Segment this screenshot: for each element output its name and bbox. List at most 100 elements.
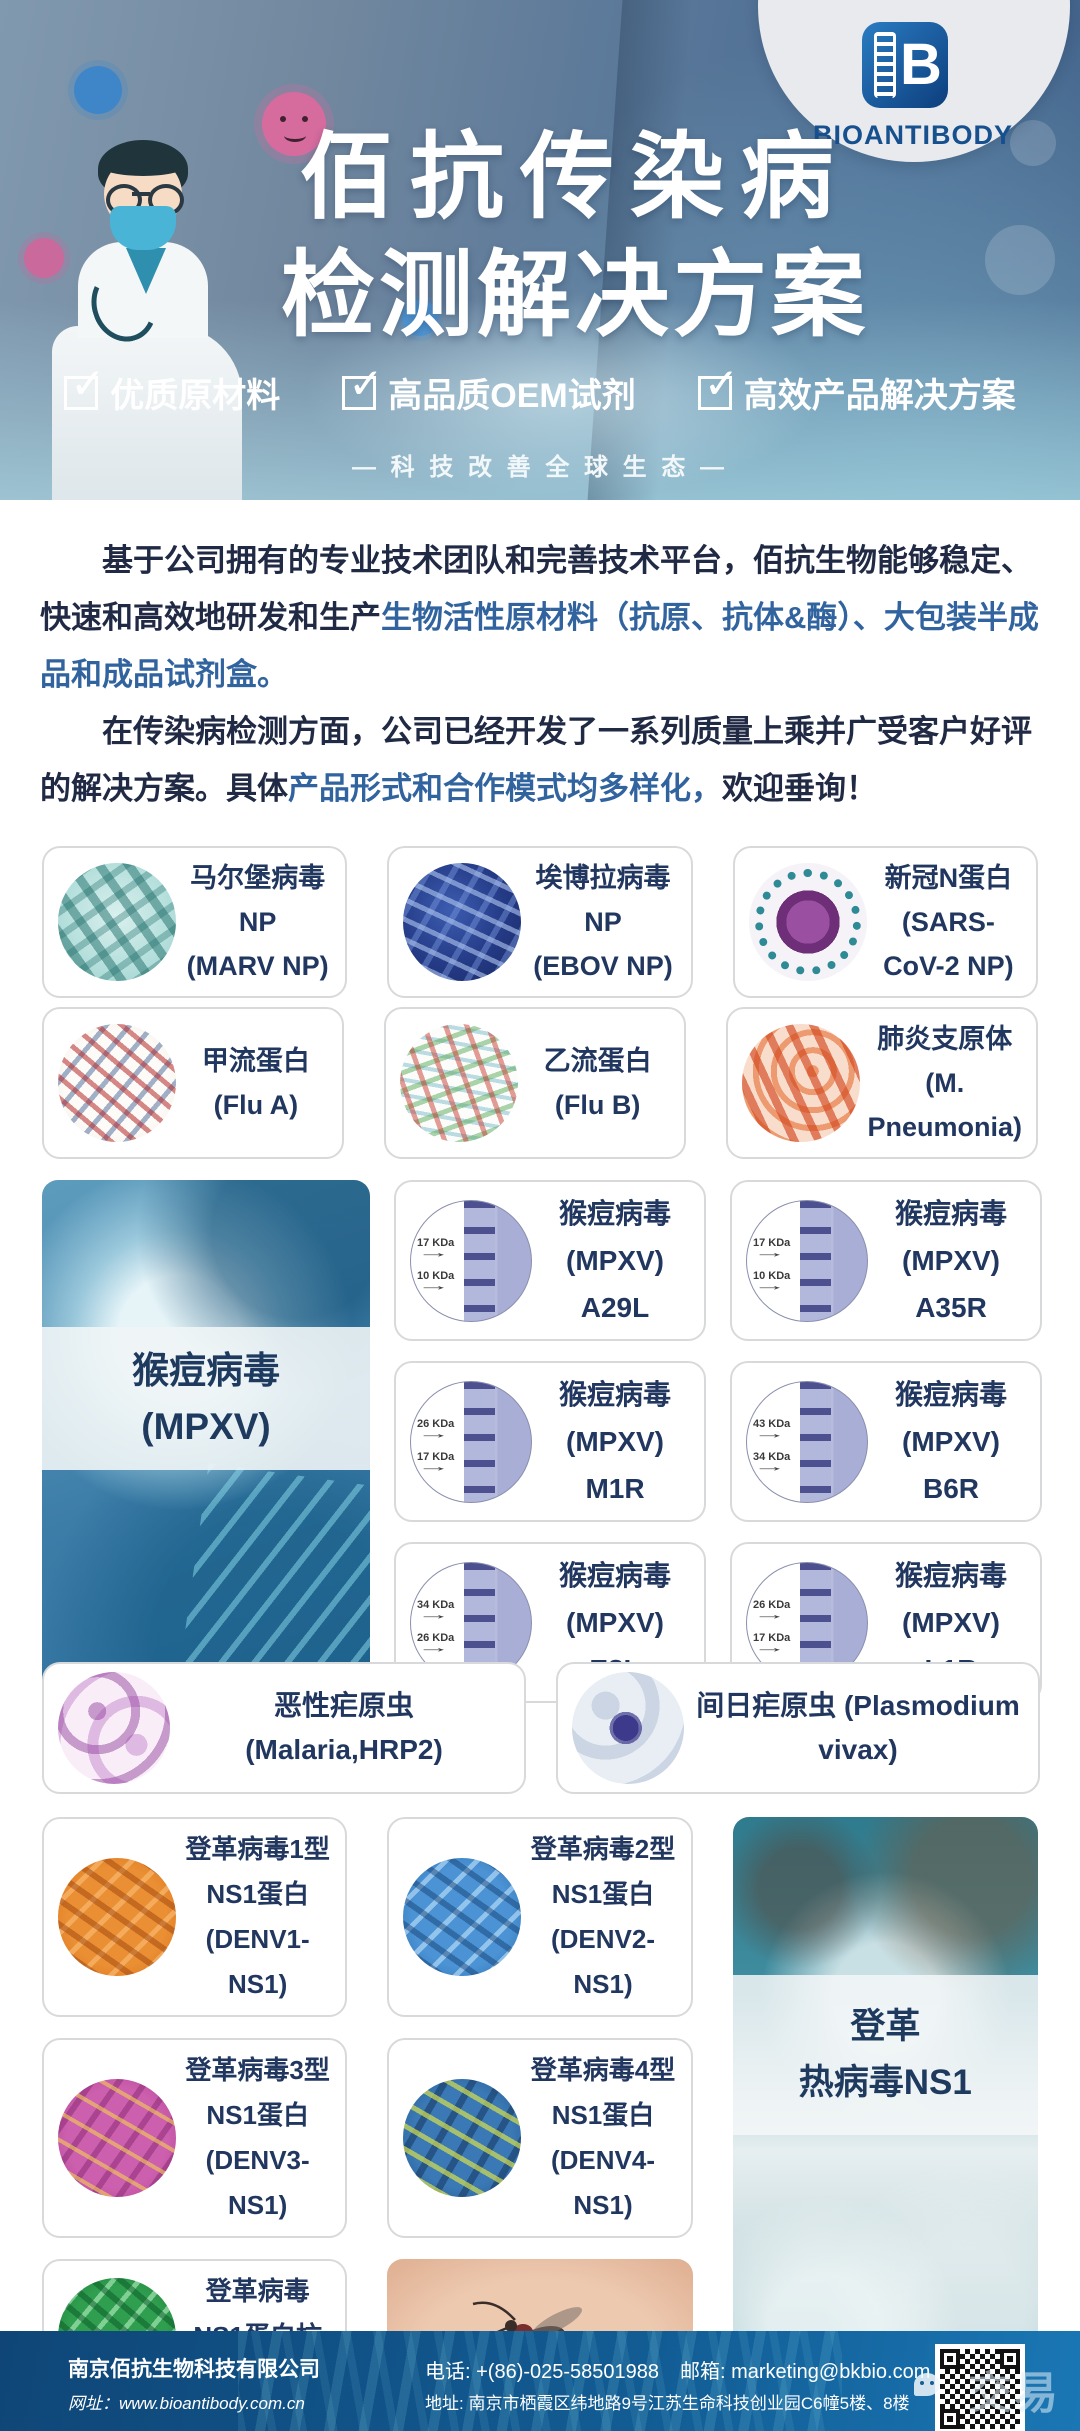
denv2-texture-image: [403, 1858, 522, 1976]
flu-b-protein-image: [399, 1024, 518, 1142]
mpxv-section: 猴痘病毒 (MPXV) 17 KDa → 10 KDa → 猴痘病毒 (MPXV) …: [42, 1180, 1042, 1703]
arrow-right-icon: →: [753, 1425, 787, 1441]
kda-marker: 17 KDa: [753, 1236, 791, 1249]
malaria-blood-smear-image: [58, 1672, 170, 1784]
page-title: 佰抗传染病 检测解决方案: [225, 118, 925, 354]
product-title: 猴痘病毒 (MPXV): [558, 1379, 671, 1457]
virus-doodle-icon: [24, 238, 64, 278]
ebov-virus-image: [403, 863, 522, 981]
feature-label: 高效产品解决方案: [743, 377, 1016, 415]
dna-strand-icon: [874, 32, 896, 98]
kda-marker: 26 KDa: [417, 1632, 455, 1645]
kda-marker: 26 KDa: [417, 1417, 455, 1430]
footer: 南京佰抗生物科技有限公司 网址：www.bioantibody.com.cn 电…: [0, 2331, 1080, 2431]
product-subtitle: A35R: [915, 1292, 987, 1323]
company-name: 南京佰抗生物科技有限公司: [68, 2358, 320, 2381]
product-name-en: (M. Pneumonia): [867, 1068, 1023, 1142]
product-name-en: (MARV NP): [186, 951, 329, 981]
kda-marker: 17 KDa: [417, 1236, 455, 1249]
product-name-cn: 肺炎支原体: [877, 1024, 1013, 1054]
product-name-cn: 马尔堡病毒NP: [190, 863, 326, 937]
tagline: — 科 技 改 善 全 球 生 态 —: [351, 454, 728, 481]
marv-virus-image: [58, 863, 176, 981]
feature-list: ✓ 优质原材料 ✓ 高品质OEM试剂 ✓ 高效产品解决方案: [0, 360, 1080, 417]
watermark-text: 交易: [968, 2369, 1060, 2418]
card-denv1-ns1: 登革病毒1型 NS1蛋白 (DENV1-NS1): [42, 1817, 348, 2017]
card-denv2-ns1: 登革病毒2型 NS1蛋白 (DENV2-NS1): [387, 1817, 693, 2017]
product-name-cn: 新冠N蛋白: [884, 863, 1013, 893]
card-marv-np: 马尔堡病毒NP (MARV NP): [42, 846, 348, 998]
product-title: 猴痘病毒 (MPXV): [894, 1379, 1007, 1457]
gel-electrophoresis-image: 43 KDa → 34 KDa →: [746, 1380, 868, 1503]
intro-paragraph-2: 在传染病检测方面，公司已经开发了一系列质量上乘并广受客户好评的解决方案。具体产品…: [40, 714, 1032, 806]
product-name-cn: 乙流蛋白: [543, 1046, 652, 1076]
intro-text: 基于公司拥有的专业技术团队和完善技术平台，佰抗生物能够稳定、快速和高效地研发和生…: [40, 532, 1040, 817]
dengue-panel-label: 登革 热病毒NS1: [732, 1975, 1038, 2135]
card-flu-b: 乙流蛋白 (Flu B): [383, 1007, 686, 1159]
gel-electrophoresis-image: 17 KDa → 10 KDa →: [746, 1199, 868, 1322]
title-line-1: 佰抗传染病: [299, 124, 850, 229]
kda-marker: 26 KDa: [753, 1598, 791, 1611]
card-ebov-np: 埃博拉病毒NP (EBOV NP): [387, 846, 693, 998]
product-row-2: 甲流蛋白 (Flu A) 乙流蛋白 (Flu B) 肺炎支原体 (M. Pneu…: [42, 1007, 1038, 1159]
kda-marker: 43 KDa: [753, 1417, 791, 1430]
product-subtitle: B6R: [922, 1473, 979, 1504]
kda-marker: 17 KDa: [753, 1632, 791, 1645]
product-name-en: (EBOV NP): [533, 951, 673, 981]
arrow-right-icon: →: [753, 1244, 787, 1260]
card-m-pneumonia: 肺炎支原体 (M. Pneumonia): [725, 1007, 1038, 1159]
feature-item-materials: ✓ 优质原材料: [64, 360, 281, 417]
gel-electrophoresis-image: 17 KDa → 10 KDa →: [410, 1199, 532, 1322]
card-denv4-ns1: 登革病毒4型 NS1蛋白 (DENV4-NS1): [387, 2038, 693, 2238]
feature-label: 优质原材料: [110, 377, 281, 415]
card-plasmodium-vivax: 间日疟原虫 (Plasmodium vivax): [556, 1662, 1040, 1794]
qr-code: [935, 2344, 1025, 2431]
product-subtitle: A29L: [580, 1292, 650, 1323]
denv4-texture-image: [403, 2079, 522, 2197]
card-flu-a: 甲流蛋白 (Flu A): [42, 1007, 344, 1159]
checkbox-check-icon: ✓: [64, 360, 105, 410]
product-name-en: (Flu B): [554, 1090, 641, 1120]
feature-item-solutions: ✓ 高效产品解决方案: [697, 360, 1016, 417]
arrow-right-icon: →: [417, 1640, 451, 1656]
product-label: 间日疟原虫 (Plasmodium vivax): [696, 1690, 1020, 1765]
sars-cov2-virus-image: [748, 863, 867, 981]
arrow-right-icon: →: [417, 1606, 451, 1622]
arrow-right-icon: →: [417, 1425, 451, 1441]
vivax-blood-smear-image: [572, 1672, 684, 1784]
product-name-en: (SARS-CoV-2 NP): [883, 907, 1014, 981]
denv1-texture-image: [58, 1858, 176, 1976]
lungs-icon: [985, 225, 1055, 295]
email: 邮箱: marketing@bkbio.com: [680, 2361, 931, 2383]
card-denv3-ns1: 登革病毒3型 NS1蛋白 (DENV3-NS1): [42, 2038, 348, 2238]
kda-marker: 34 KDa: [753, 1451, 791, 1464]
arrow-right-icon: →: [417, 1244, 451, 1260]
feature-item-oem: ✓ 高品质OEM试剂: [342, 360, 636, 417]
product-name-en: (Flu A): [213, 1090, 299, 1120]
intro-paragraph-1: 基于公司拥有的专业技术团队和完善技术平台，佰抗生物能够稳定、快速和高效地研发和生…: [40, 543, 1039, 692]
virus-doodle-icon: [74, 66, 122, 114]
card-mpxv-b6r: 43 KDa → 34 KDa → 猴痘病毒 (MPXV) B6R: [730, 1361, 1042, 1522]
m-pneumonia-image: [741, 1024, 860, 1142]
card-mpxv-a29l: 17 KDa → 10 KDa → 猴痘病毒 (MPXV) A29L: [394, 1180, 706, 1341]
checkbox-check-icon: ✓: [697, 360, 739, 410]
product-name-cn: 埃博拉病毒NP: [535, 863, 671, 937]
kda-marker: 17 KDa: [417, 1451, 455, 1464]
bioantibody-logo-icon: B: [862, 22, 948, 108]
arrow-right-icon: →: [753, 1606, 787, 1622]
kda-marker: 34 KDa: [417, 1598, 455, 1611]
feature-label: 高品质OEM试剂: [388, 377, 636, 415]
product-subtitle: M1R: [585, 1473, 645, 1504]
doctor-cartoon: [52, 140, 242, 500]
kda-marker: 10 KDa: [753, 1270, 791, 1283]
card-malaria-hrp2: 恶性疟原虫 (Malaria,HRP2): [42, 1662, 526, 1794]
phone-number: 电话: +(86)-025-58501988: [425, 2361, 660, 2383]
arrow-right-icon: →: [753, 1459, 787, 1475]
website-url: 网址：www.bioantibody.com.cn: [68, 2394, 305, 2413]
address: 地址: 南京市栖霞区纬地路9号江苏生命科技创业园C6幢5楼、8楼: [425, 2394, 910, 2413]
denv3-texture-image: [58, 2079, 176, 2197]
gel-electrophoresis-image: 26 KDa → 17 KDa →: [410, 1380, 532, 1503]
malaria-row: 恶性疟原虫 (Malaria,HRP2) 间日疟原虫 (Plasmodium v…: [42, 1662, 1040, 1794]
flu-a-protein-image: [58, 1024, 176, 1142]
